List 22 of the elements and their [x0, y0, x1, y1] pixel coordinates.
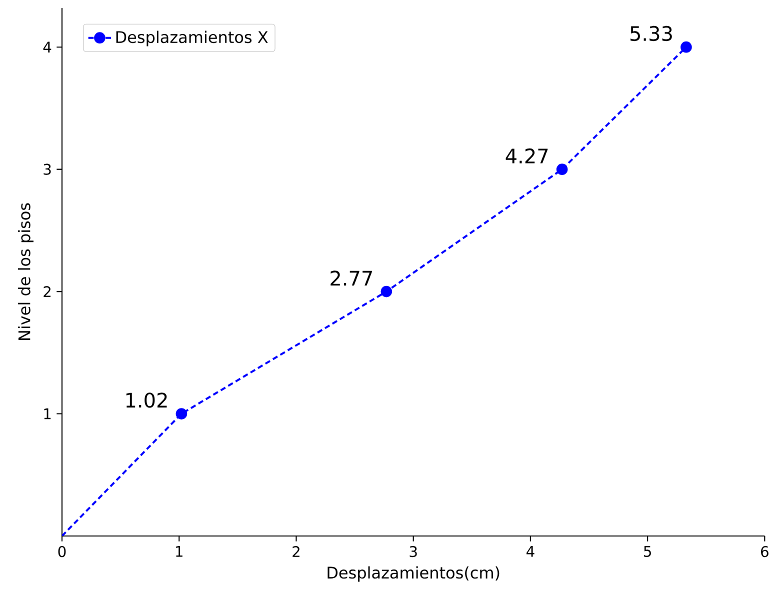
annotation: 5.33: [630, 26, 672, 42]
x-tick-label: 0: [58, 546, 66, 558]
x-tick-label: 3: [410, 546, 417, 558]
annotation: 2.77: [330, 270, 372, 286]
y-tick-label: 1: [44, 408, 51, 420]
y-axis-title: Nivel de los pisos: [18, 203, 34, 340]
point: [556, 164, 568, 175]
x-tick-label: 6: [761, 546, 768, 558]
y-tick-label: 3: [44, 164, 51, 175]
point: [380, 286, 392, 298]
legend-label: Desplazamientos X: [116, 30, 268, 46]
x-tick-label: 4: [526, 546, 534, 557]
y-tick-label: 4: [43, 42, 52, 52]
x-tick-label: 1: [176, 546, 182, 557]
annotation: 4.27: [506, 148, 548, 164]
point: [176, 408, 188, 420]
annotation: 1.02: [126, 392, 167, 408]
x-tick-label: 5: [644, 546, 651, 557]
x-tick-label: 2: [292, 546, 300, 557]
y-tick-label: 2: [44, 286, 50, 297]
x-axis-title: Desplazamientos(cm): [328, 566, 500, 582]
point: [680, 41, 692, 53]
